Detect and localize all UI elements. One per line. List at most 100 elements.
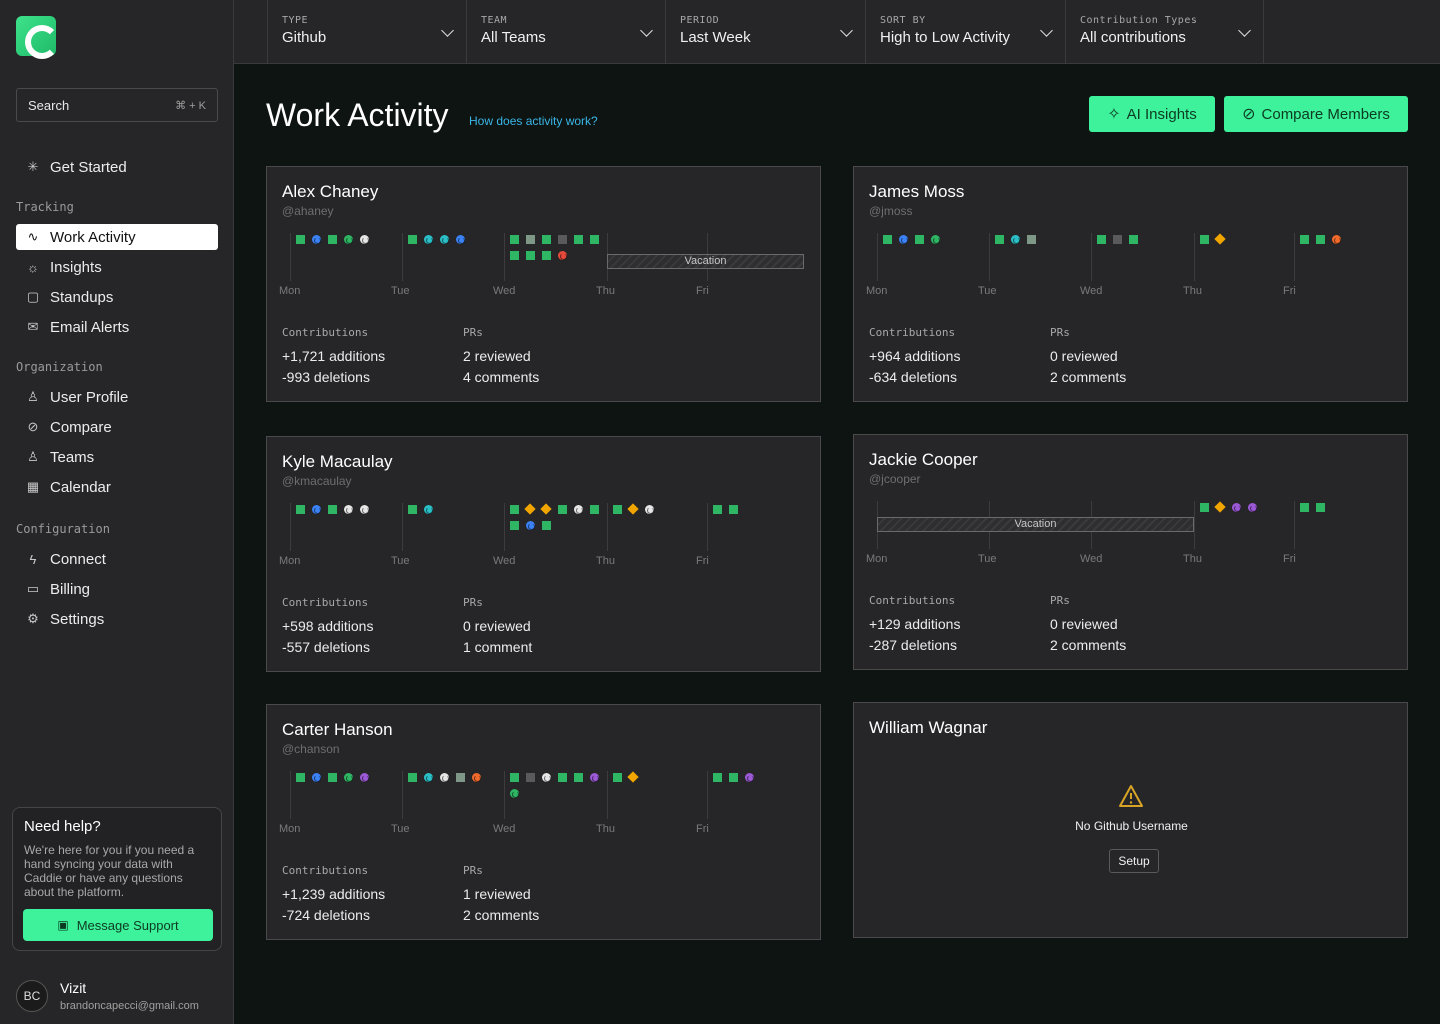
commit-marker[interactable] — [590, 505, 599, 514]
teal-pr-icon[interactable] — [424, 235, 433, 244]
filter-type[interactable]: TYPE Github — [267, 0, 466, 64]
member-card[interactable]: Carter Hanson @chanson Mon Tue Wed Thu Fri Cont… — [266, 704, 821, 940]
commit-marker[interactable] — [574, 773, 583, 782]
release-marker[interactable] — [540, 503, 552, 515]
commit-marker[interactable] — [542, 251, 551, 260]
commit-marker[interactable] — [1316, 503, 1325, 512]
commit-marker[interactable] — [510, 521, 519, 530]
blue-pr-icon[interactable] — [312, 235, 321, 244]
green-pr-icon[interactable] — [931, 235, 940, 244]
green-pr-icon[interactable] — [510, 789, 519, 798]
nav-email-alerts[interactable]: ✉ Email Alerts — [16, 314, 218, 340]
commit-marker[interactable] — [510, 235, 519, 244]
merge-marker[interactable] — [526, 235, 535, 244]
white-pr-icon[interactable] — [645, 505, 654, 514]
purple-pr-icon[interactable] — [1232, 503, 1241, 512]
nav-compare[interactable]: ⊘ Compare — [16, 414, 218, 440]
commit-marker[interactable] — [1300, 235, 1309, 244]
caddie-logo[interactable] — [16, 16, 59, 59]
commit-marker[interactable] — [526, 251, 535, 260]
commit-marker[interactable] — [590, 235, 599, 244]
commit-marker[interactable] — [296, 773, 305, 782]
search-box[interactable]: Search ⌘ + K — [16, 88, 218, 122]
green-pr-icon[interactable] — [344, 235, 353, 244]
filter-sort-by[interactable]: SORT BY High to Low Activity — [865, 0, 1065, 64]
white-pr-icon[interactable] — [574, 505, 583, 514]
commit-marker[interactable] — [328, 235, 337, 244]
purple-pr-icon[interactable] — [360, 773, 369, 782]
teal-pr-icon[interactable] — [424, 773, 433, 782]
member-card[interactable]: Alex Chaney @ahaney Mon Tue Wed Thu Fri Vacatio… — [266, 166, 821, 402]
orange-pr-icon[interactable] — [472, 773, 481, 782]
nav-billing[interactable]: ▭ Billing — [16, 576, 218, 602]
commit-marker[interactable] — [510, 773, 519, 782]
commit-marker[interactable] — [328, 505, 337, 514]
commit-marker[interactable] — [613, 773, 622, 782]
white-pr-icon[interactable] — [344, 505, 353, 514]
commit-marker[interactable] — [729, 505, 738, 514]
commit-marker[interactable] — [1097, 235, 1106, 244]
white-pr-icon[interactable] — [360, 505, 369, 514]
commit-marker[interactable] — [542, 235, 551, 244]
setup-button[interactable]: Setup — [1109, 849, 1159, 873]
purple-pr-icon[interactable] — [1248, 503, 1257, 512]
nav-connect[interactable]: ϟ Connect — [16, 546, 218, 572]
filter-team[interactable]: TEAM All Teams — [466, 0, 665, 64]
white-pr-icon[interactable] — [360, 235, 369, 244]
red-pr-icon[interactable] — [558, 251, 567, 260]
commit-marker[interactable] — [296, 235, 305, 244]
inactive-marker[interactable] — [558, 235, 567, 244]
release-marker[interactable] — [524, 503, 536, 515]
commit-marker[interactable] — [1200, 235, 1209, 244]
message-support-button[interactable]: ▣ Message Support — [23, 909, 213, 941]
member-card[interactable]: Kyle Macaulay @kmacaulay Mon Tue Wed Thu Fri Co… — [266, 436, 821, 672]
blue-pr-icon[interactable] — [312, 505, 321, 514]
commit-marker[interactable] — [510, 505, 519, 514]
commit-marker[interactable] — [510, 251, 519, 260]
release-marker[interactable] — [1214, 501, 1226, 513]
commit-marker[interactable] — [729, 773, 738, 782]
commit-marker[interactable] — [408, 773, 417, 782]
commit-marker[interactable] — [558, 505, 567, 514]
blue-pr-icon[interactable] — [312, 773, 321, 782]
commit-marker[interactable] — [408, 505, 417, 514]
purple-pr-icon[interactable] — [590, 773, 599, 782]
commit-marker[interactable] — [613, 505, 622, 514]
release-marker[interactable] — [1214, 233, 1226, 245]
filter-period[interactable]: PERIOD Last Week — [665, 0, 865, 64]
blue-pr-icon[interactable] — [899, 235, 908, 244]
blue-pr-icon[interactable] — [526, 521, 535, 530]
commit-marker[interactable] — [542, 521, 551, 530]
commit-marker[interactable] — [713, 773, 722, 782]
inactive-marker[interactable] — [1113, 235, 1122, 244]
commit-marker[interactable] — [713, 505, 722, 514]
nav-get-started[interactable]: ✳ Get Started — [16, 154, 218, 180]
commit-marker[interactable] — [558, 773, 567, 782]
commit-marker[interactable] — [995, 235, 1004, 244]
commit-marker[interactable] — [408, 235, 417, 244]
release-marker[interactable] — [627, 503, 639, 515]
inactive-marker[interactable] — [526, 773, 535, 782]
commit-marker[interactable] — [1316, 235, 1325, 244]
nav-teams[interactable]: ♙ Teams — [16, 444, 218, 470]
compare-members-button[interactable]: ⊘ Compare Members — [1224, 96, 1408, 132]
member-card-no-username[interactable]: William Wagnar No Github Username Setup — [853, 702, 1408, 938]
teal-pr-icon[interactable] — [424, 505, 433, 514]
member-card[interactable]: James Moss @jmoss Mon Tue Wed Thu Fri Contribut… — [853, 166, 1408, 402]
green-pr-icon[interactable] — [344, 773, 353, 782]
teal-pr-icon[interactable] — [440, 235, 449, 244]
commit-marker[interactable] — [296, 505, 305, 514]
white-pr-icon[interactable] — [440, 773, 449, 782]
commit-marker[interactable] — [1129, 235, 1138, 244]
teal-pr-icon[interactable] — [1011, 235, 1020, 244]
purple-pr-icon[interactable] — [745, 773, 754, 782]
nav-insights[interactable]: ☼ Insights — [16, 254, 218, 280]
commit-marker[interactable] — [1300, 503, 1309, 512]
release-marker[interactable] — [627, 771, 639, 783]
commit-marker[interactable] — [883, 235, 892, 244]
white-pr-icon[interactable] — [542, 773, 551, 782]
blue-pr-icon[interactable] — [456, 235, 465, 244]
commit-marker[interactable] — [574, 235, 583, 244]
ai-insights-button[interactable]: ✧ AI Insights — [1089, 96, 1215, 132]
nav-user-profile[interactable]: ♙ User Profile — [16, 384, 218, 410]
